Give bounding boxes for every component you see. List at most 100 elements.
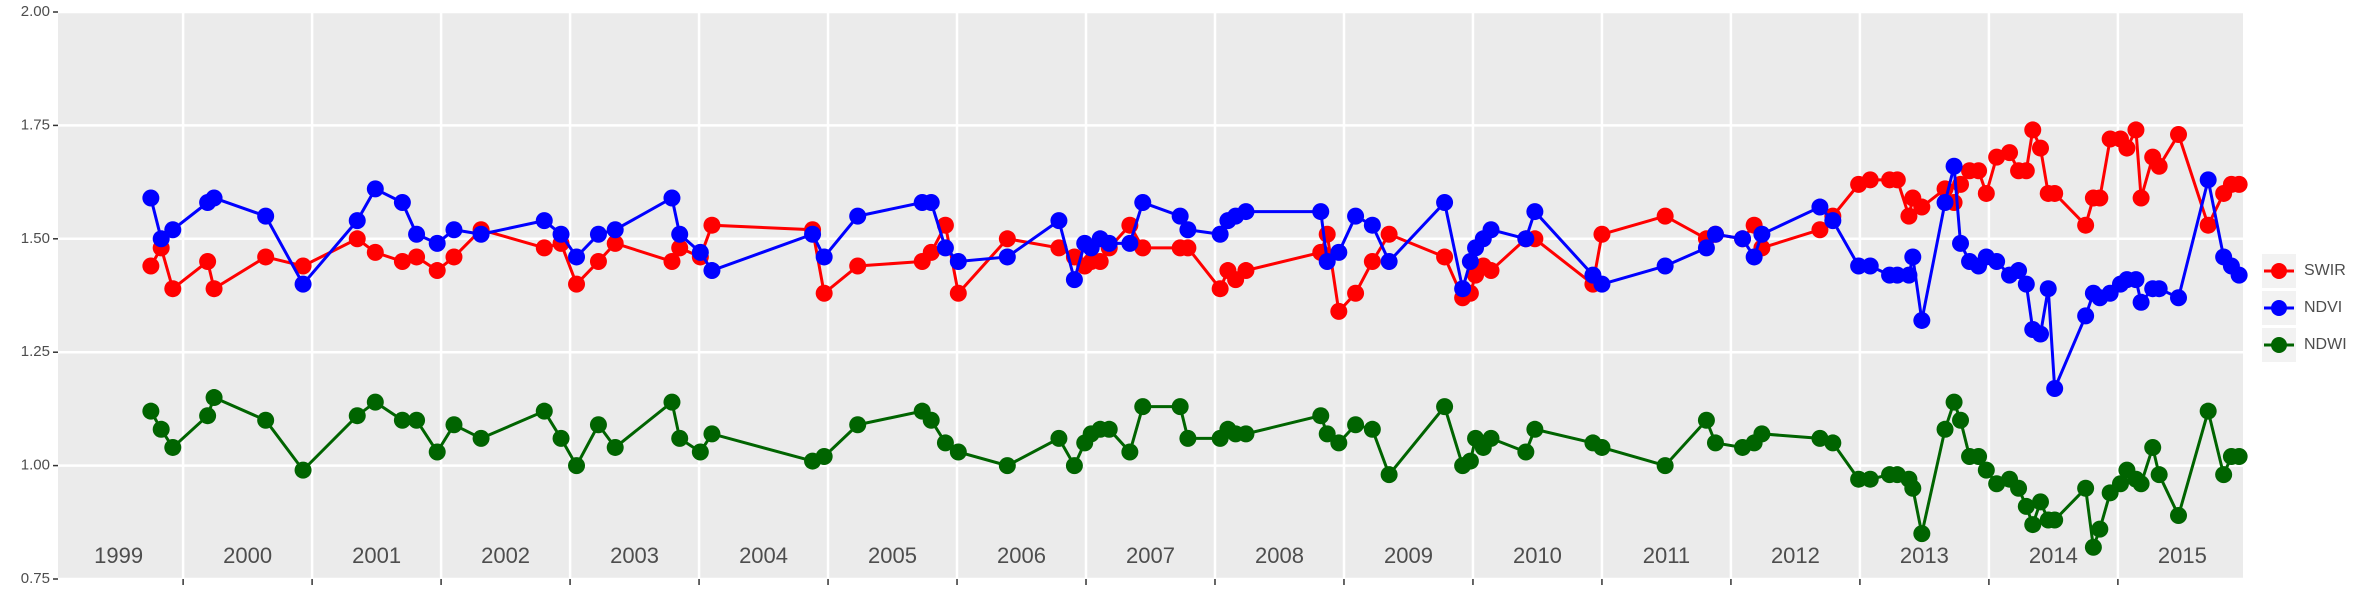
year-label: 2002 bbox=[481, 543, 530, 568]
data-point bbox=[1913, 525, 1931, 543]
data-point bbox=[2010, 479, 2028, 497]
data-point bbox=[205, 280, 223, 298]
data-point bbox=[849, 207, 867, 225]
data-point bbox=[1121, 234, 1139, 252]
data-point bbox=[2039, 280, 2057, 298]
data-point bbox=[1977, 184, 1995, 202]
legend-key-point bbox=[2271, 263, 2287, 279]
legend-label: SWIR bbox=[2304, 262, 2346, 279]
data-point bbox=[1237, 203, 1255, 221]
data-point bbox=[1526, 203, 1544, 221]
data-point bbox=[606, 221, 624, 239]
data-point bbox=[535, 402, 553, 420]
data-point bbox=[2144, 438, 2162, 456]
data-point bbox=[2170, 289, 2188, 307]
data-point bbox=[152, 420, 170, 438]
data-point bbox=[152, 230, 170, 248]
data-point bbox=[2170, 506, 2188, 524]
y-tick-label: 0.75 bbox=[21, 570, 50, 587]
data-point bbox=[1517, 230, 1535, 248]
data-point bbox=[1988, 475, 2006, 493]
data-point bbox=[1134, 239, 1152, 257]
data-point bbox=[1454, 280, 1472, 298]
data-point bbox=[2031, 139, 2049, 157]
data-point bbox=[408, 225, 426, 243]
data-point bbox=[1945, 157, 1963, 175]
data-point bbox=[1050, 429, 1068, 447]
y-tick-label: 1.00 bbox=[21, 457, 50, 474]
data-point bbox=[568, 457, 586, 475]
data-point bbox=[1134, 194, 1152, 212]
data-point bbox=[2091, 520, 2109, 538]
data-point bbox=[1526, 420, 1544, 438]
data-point bbox=[1593, 438, 1611, 456]
data-point bbox=[348, 407, 366, 425]
data-point bbox=[2084, 538, 2102, 556]
data-point bbox=[1436, 398, 1454, 416]
data-point bbox=[1436, 194, 1454, 212]
data-point bbox=[2127, 121, 2145, 139]
data-point bbox=[199, 407, 217, 425]
legend-key-point bbox=[2271, 300, 2287, 316]
legend-key-point bbox=[2271, 337, 2287, 353]
data-point bbox=[703, 262, 721, 280]
data-point bbox=[671, 429, 689, 447]
data-point bbox=[589, 252, 607, 270]
data-point bbox=[1100, 234, 1118, 252]
data-point bbox=[949, 443, 967, 461]
data-point bbox=[428, 443, 446, 461]
data-point bbox=[472, 225, 490, 243]
data-point bbox=[1211, 280, 1229, 298]
data-point bbox=[2017, 162, 2035, 180]
data-point bbox=[2031, 493, 2049, 511]
data-point bbox=[1824, 212, 1842, 230]
data-point bbox=[998, 230, 1016, 248]
data-point bbox=[1461, 452, 1479, 470]
data-point bbox=[366, 243, 384, 261]
year-label: 2004 bbox=[739, 543, 788, 568]
data-point bbox=[142, 189, 160, 207]
y-tick-label: 1.75 bbox=[21, 116, 50, 133]
data-point bbox=[1363, 216, 1381, 234]
data-point bbox=[257, 411, 275, 429]
data-point bbox=[815, 248, 833, 266]
data-point bbox=[1330, 243, 1348, 261]
data-point bbox=[1656, 257, 1674, 275]
data-point bbox=[366, 180, 384, 198]
data-point bbox=[1593, 225, 1611, 243]
data-point bbox=[1706, 225, 1724, 243]
year-label: 2012 bbox=[1771, 543, 1820, 568]
data-point bbox=[2031, 325, 2049, 343]
data-point bbox=[2111, 475, 2129, 493]
data-point bbox=[2150, 157, 2168, 175]
data-point bbox=[1861, 470, 1879, 488]
data-point bbox=[257, 207, 275, 225]
data-point bbox=[1734, 230, 1752, 248]
data-point bbox=[366, 393, 384, 411]
data-point bbox=[1988, 252, 2006, 270]
data-point bbox=[691, 443, 709, 461]
data-point bbox=[142, 257, 160, 275]
data-point bbox=[1179, 429, 1197, 447]
data-point bbox=[408, 411, 426, 429]
data-point bbox=[1970, 162, 1988, 180]
data-point bbox=[428, 234, 446, 252]
data-point bbox=[2170, 125, 2188, 143]
data-point bbox=[2230, 266, 2248, 284]
data-point bbox=[535, 239, 553, 257]
data-point bbox=[2132, 293, 2150, 311]
data-point bbox=[1050, 239, 1068, 257]
data-point bbox=[2017, 497, 2035, 515]
data-point bbox=[2132, 189, 2150, 207]
data-point bbox=[1861, 171, 1879, 189]
data-point bbox=[2199, 402, 2217, 420]
data-point bbox=[393, 252, 411, 270]
data-point bbox=[998, 248, 1016, 266]
year-label: 2007 bbox=[1126, 543, 1175, 568]
year-label: 2015 bbox=[2158, 543, 2207, 568]
legend-label: NDVI bbox=[2304, 299, 2342, 316]
data-point bbox=[703, 216, 721, 234]
data-point bbox=[589, 416, 607, 434]
data-point bbox=[1952, 411, 1970, 429]
